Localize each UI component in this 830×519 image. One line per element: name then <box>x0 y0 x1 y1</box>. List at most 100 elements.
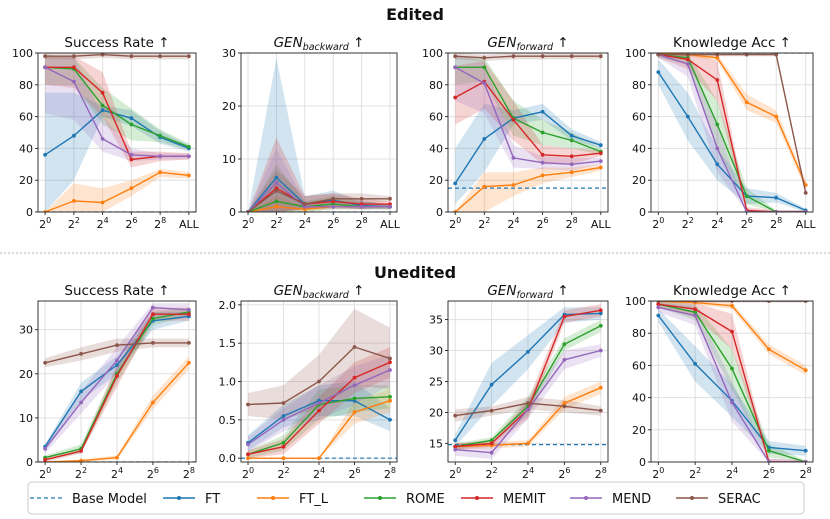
point-mend <box>744 210 749 212</box>
point-memit <box>72 65 76 70</box>
point-memit <box>685 57 690 62</box>
point-ft-l <box>187 360 191 365</box>
point-ft <box>598 143 603 148</box>
point-ft-l <box>72 199 76 203</box>
point-rome <box>352 396 357 401</box>
point-ft-l <box>526 441 530 446</box>
point-ft-l <box>715 55 720 60</box>
x-tick-label: 24 <box>313 466 325 481</box>
band-rome <box>248 385 390 459</box>
legend-marker <box>690 496 694 500</box>
point-mend <box>540 160 545 165</box>
point-memit <box>129 157 134 162</box>
x-tick-label: 28 <box>566 216 578 231</box>
point-serac <box>803 301 808 303</box>
point-mend <box>526 407 530 412</box>
point-ft-l <box>158 170 163 175</box>
y-tick-label: 30 <box>429 345 443 358</box>
band-mend <box>248 148 390 212</box>
x-tick-label: 24 <box>507 216 519 231</box>
point-serac <box>511 54 516 59</box>
point-serac <box>526 401 530 406</box>
point-ft-l <box>540 173 545 178</box>
legend-frame <box>27 481 805 515</box>
point-ft <box>715 162 720 167</box>
x-tick-label: 28 <box>800 466 812 481</box>
line-rome <box>658 53 806 212</box>
point-memit <box>187 312 191 317</box>
point-serac <box>187 54 191 59</box>
x-tick-label: 22 <box>270 216 282 231</box>
y-tick-label: 0 <box>229 206 236 219</box>
line-mend <box>658 53 806 212</box>
point-ft-l <box>730 303 734 308</box>
point-mend <box>246 442 250 447</box>
point-serac <box>331 196 336 201</box>
point-ft <box>72 133 76 138</box>
x-tick-label: 24 <box>522 466 534 481</box>
point-ft <box>540 109 545 114</box>
point-mend <box>151 305 155 310</box>
point-ft-l <box>79 458 83 462</box>
point-memit <box>331 199 336 204</box>
x-tick-label: 24 <box>299 216 311 231</box>
point-memit <box>352 375 357 380</box>
panel-edited-genforward: 0 20 40 60 80 100 20 22 24 26 28 ALL GENforward ↑ <box>422 35 612 231</box>
point-rome <box>482 65 487 70</box>
y-tick-label: 0 <box>639 206 646 219</box>
x-tick-label: 28 <box>770 216 782 231</box>
point-serac <box>693 301 697 303</box>
x-tick-label: 28 <box>595 466 607 481</box>
legend-label: Base Model <box>72 492 147 507</box>
y-tick-label: 15 <box>429 437 443 450</box>
point-mend <box>100 137 105 141</box>
axes-frame <box>37 52 197 213</box>
x-tick-label: 28 <box>384 466 396 481</box>
y-tick-label: 40 <box>19 142 33 155</box>
band-memit <box>45 307 189 462</box>
point-serac <box>569 54 574 59</box>
point-serac <box>540 54 545 59</box>
line-memit <box>658 53 806 212</box>
point-ft <box>388 417 392 422</box>
point-ft-l <box>274 204 279 209</box>
x-tick-label: 22 <box>689 466 701 481</box>
x-tick-label: 26 <box>741 216 753 231</box>
panel-title: Success Rate ↑ <box>64 35 169 51</box>
point-rome <box>715 122 720 127</box>
band-mend <box>45 54 189 162</box>
point-ft-l <box>129 186 134 191</box>
panel-title: GENbackward ↑ <box>274 283 365 301</box>
point-serac <box>151 341 155 345</box>
x-tick-label: 22 <box>682 216 694 231</box>
point-ft <box>774 195 779 200</box>
x-tick-label: 20 <box>449 216 461 231</box>
point-mend <box>562 357 567 362</box>
point-mend <box>511 156 516 160</box>
x-tick-label: ALL <box>796 218 817 231</box>
x-tick-label: 26 <box>537 216 549 231</box>
point-ft-l <box>774 114 779 119</box>
line-rome <box>45 66 190 148</box>
line-ft <box>454 111 602 184</box>
point-mend <box>359 204 364 209</box>
point-serac <box>72 54 76 59</box>
panel-edited-genbackward: 0 10 20 30 20 22 24 26 28 ALL GENbackward ↑ <box>222 35 401 231</box>
point-memit <box>715 78 720 82</box>
point-mend <box>803 210 808 212</box>
legend-label: SERAC <box>718 492 761 507</box>
point-serac <box>115 343 119 347</box>
point-memit <box>540 152 545 157</box>
plot-area <box>38 303 196 462</box>
point-ft-l <box>187 173 191 178</box>
point-ft-l <box>598 165 603 170</box>
y-tick-label: 20 <box>222 100 236 113</box>
band-memit <box>455 304 601 450</box>
y-tick-label: 20 <box>19 368 33 381</box>
point-memit <box>730 329 734 334</box>
legend-entry-ft: FT <box>163 492 220 507</box>
point-mend <box>331 204 336 209</box>
point-ft <box>281 414 286 418</box>
section-title-edited: Edited <box>386 5 444 24</box>
point-ft-l <box>562 401 567 406</box>
